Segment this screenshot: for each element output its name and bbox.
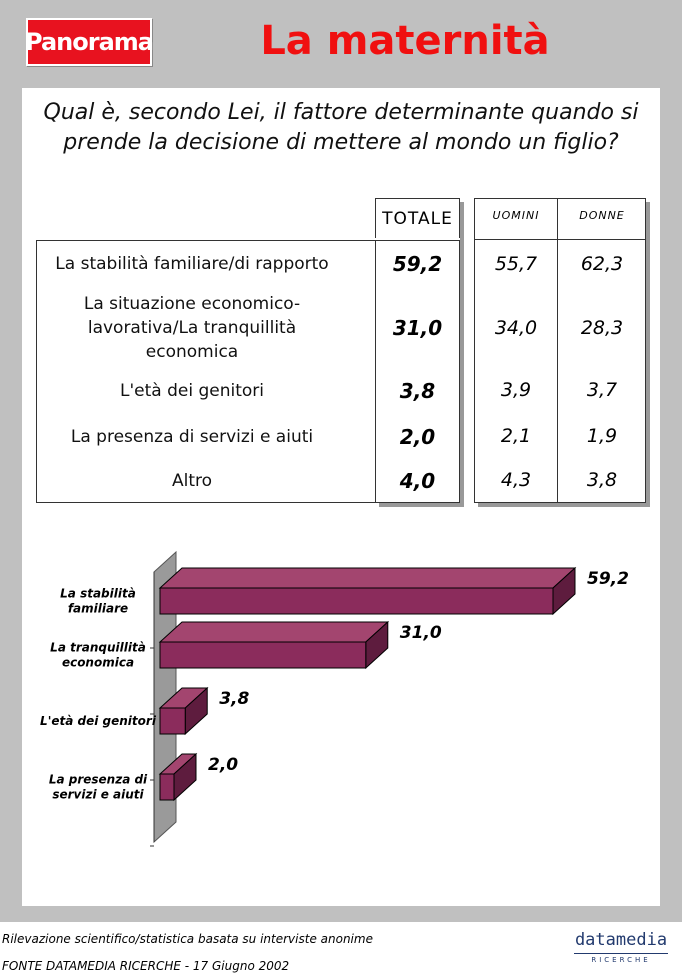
uomini-value: 3,9 <box>500 379 532 401</box>
uomini-value: 4,3 <box>500 469 532 491</box>
table-shadow <box>460 202 464 507</box>
uomini-value: 2,1 <box>500 425 532 447</box>
uomini-header: UOMINI <box>492 209 540 222</box>
source-note: FONTE DATAMEDIA RICERCHE - 17 Giugno 200… <box>2 959 290 973</box>
bar-top <box>158 621 390 643</box>
donne-value: 1,9 <box>586 425 618 447</box>
category-label: La presenza di <box>49 773 148 787</box>
uomini-value: 55,7 <box>494 253 538 275</box>
row-label: La presenza di servizi e aiuti <box>70 427 314 447</box>
bar <box>159 641 367 669</box>
header-divider <box>475 239 645 240</box>
data-label: 2,0 <box>208 755 238 775</box>
row-totale: 4,0 <box>399 469 436 493</box>
bar-top <box>158 567 577 589</box>
category-label: servizi e aiuti <box>52 788 144 802</box>
category-label: La stabilità <box>60 587 136 601</box>
methodology-note: Rilevazione scientifico/statistica basat… <box>2 932 373 946</box>
survey-question: Qual è, secondo Lei, il fattore determin… <box>43 100 639 155</box>
donne-value: 62,3 <box>580 253 624 275</box>
panorama-logo: Panorama <box>25 18 154 66</box>
row-totale: 2,0 <box>399 425 436 449</box>
totale-header: TOTALE <box>375 198 460 238</box>
donne-header: DONNE <box>579 209 625 222</box>
bar <box>159 587 554 615</box>
row-totale: 3,8 <box>399 379 436 403</box>
category-label: L'età dei genitori <box>40 714 157 728</box>
category-label: La tranquillità <box>50 641 146 655</box>
row-label: L'età dei genitori <box>120 381 264 401</box>
row-totale: 31,0 <box>392 316 443 340</box>
row-totale: 59,2 <box>392 252 443 276</box>
page-title: La maternità <box>260 18 550 64</box>
row-label: Altro <box>171 471 213 491</box>
table-shadow <box>646 202 650 507</box>
data-label: 59,2 <box>587 569 629 589</box>
donne-value: 28,3 <box>580 317 624 339</box>
category-label: familiare <box>68 602 128 616</box>
datamedia-logo: datamedia RICERCHE <box>574 930 668 964</box>
bar <box>159 707 186 735</box>
content-panel: Qual è, secondo Lei, il fattore determin… <box>22 88 660 906</box>
donne-value: 3,7 <box>586 379 618 401</box>
bar <box>159 773 175 801</box>
category-label: economica <box>62 656 134 670</box>
table-shadow <box>379 503 464 507</box>
table-shadow <box>478 503 650 507</box>
donne-value: 3,8 <box>586 469 618 491</box>
gender-table: UOMINI DONNE 55,7 62,3 34,0 28,3 3,9 3,7… <box>474 198 646 503</box>
data-label: 31,0 <box>400 623 442 643</box>
row-label: La stabilità familiare/di rapporto <box>55 254 329 274</box>
column-divider <box>557 199 558 502</box>
uomini-value: 34,0 <box>494 317 538 339</box>
data-label: 3,8 <box>219 689 249 709</box>
row-label: La situazione economico-lavorativa/La tr… <box>83 294 301 362</box>
footer: Rilevazione scientifico/statistica basat… <box>0 922 682 979</box>
totale-column <box>375 240 460 503</box>
results-table <box>36 240 460 503</box>
